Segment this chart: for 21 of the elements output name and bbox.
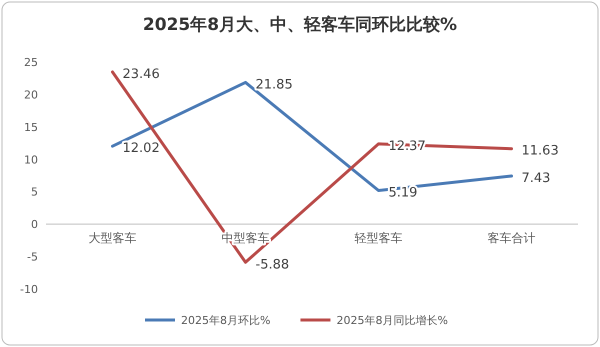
data-label: 21.85 [256, 77, 293, 92]
x-tick-label: 轻型客车 [354, 231, 402, 246]
data-label: 12.02 [122, 141, 160, 156]
legend-label: 2025年8月环比% [181, 314, 270, 327]
data-label: 11.63 [522, 144, 559, 159]
y-tick-label: 10 [24, 153, 38, 166]
y-tick-label: 5 [31, 186, 38, 199]
y-tick-label: 15 [24, 120, 38, 134]
x-tick-label: 客车合计 [488, 231, 536, 246]
chart-title: 2025年8月大、中、轻客车同环比比较% [142, 15, 458, 35]
data-label: 23.46 [122, 66, 160, 82]
x-tick-label: 大型客车 [88, 231, 136, 246]
data-label: 7.43 [522, 170, 550, 186]
y-tick-label: 25 [24, 56, 38, 69]
y-tick-label: 20 [24, 88, 38, 102]
y-tick-label: -10 [20, 283, 38, 296]
y-tick-label: 0 [31, 218, 38, 232]
data-label: -5.88 [256, 257, 290, 272]
legend-label: 2025年8月同比增长% [336, 314, 448, 327]
y-tick-label: -5 [27, 250, 38, 264]
data-label: 5.19 [388, 185, 418, 200]
